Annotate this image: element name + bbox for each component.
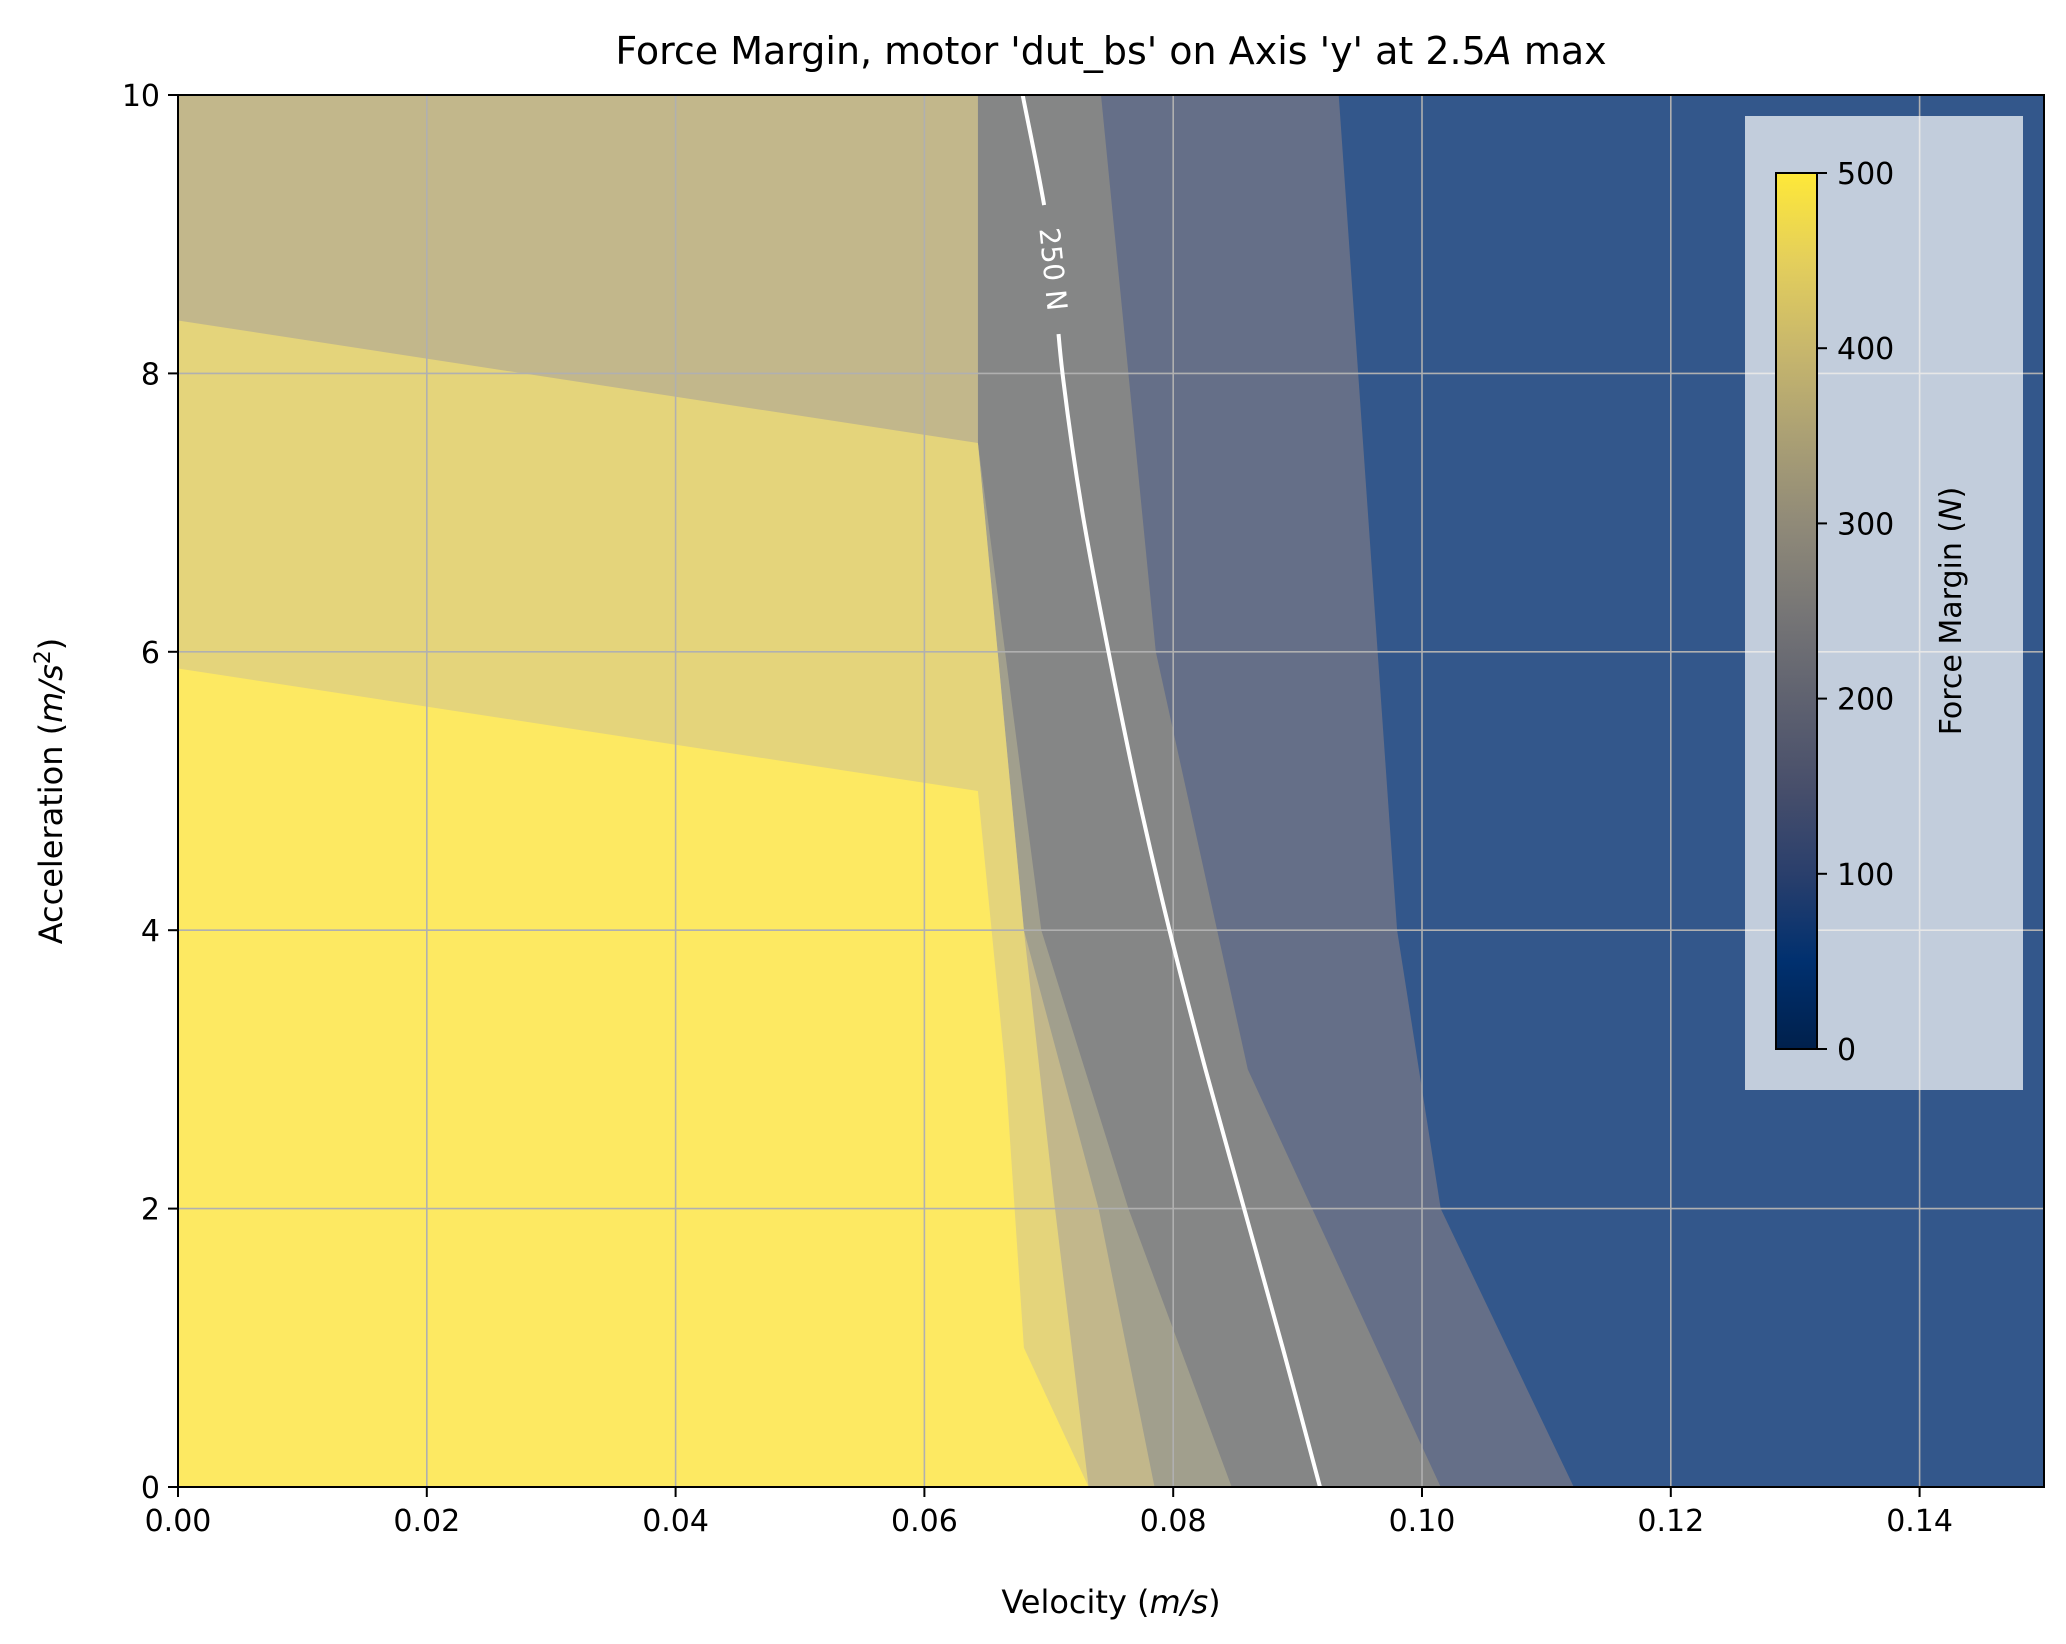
y-tick-label: 0 <box>141 1471 160 1506</box>
colorbar-label: Force Margin (N) <box>1934 487 1969 736</box>
x-tick-label: 0.14 <box>1886 1504 1953 1539</box>
x-tick-label: 0.00 <box>145 1504 212 1539</box>
y-axis-label: Acceleration (m/s2) <box>31 638 71 945</box>
plot-frame <box>177 94 2045 1488</box>
x-tick-label: 0.10 <box>1389 1504 1456 1539</box>
colorbar-ticks: 0 100 200 300 400 500 <box>1817 157 1894 1068</box>
contour-region-6 <box>178 95 1089 1487</box>
colorbar-tick-label: 300 <box>1837 507 1894 542</box>
colorbar-tick-label: 400 <box>1837 332 1894 367</box>
y-axis: 0 2 4 6 8 10 <box>122 79 178 1506</box>
chart-title: Force Margin, motor 'dut_bs' on Axis 'y'… <box>615 29 1606 73</box>
colorbar-tick-label: 500 <box>1837 157 1894 192</box>
y-tick-label: 6 <box>141 636 160 671</box>
x-tick-label: 0.04 <box>642 1504 709 1539</box>
x-tick-label: 0.06 <box>891 1504 958 1539</box>
colorbar-gradient <box>1775 172 1818 1050</box>
colorbar-tick-label: 200 <box>1837 683 1894 718</box>
contour-line-250 <box>1020 95 1322 1487</box>
x-tick-label: 0.08 <box>1140 1504 1207 1539</box>
x-tick-label: 0.02 <box>393 1504 460 1539</box>
y-tick-label: 10 <box>122 79 160 114</box>
plot-area: 250 N <box>178 95 2044 1487</box>
y-tick-label: 4 <box>141 914 160 949</box>
x-tick-label: 0.12 <box>1637 1504 1704 1539</box>
colorbar-inset: 0 100 200 300 400 500 Force Margin (N) <box>1745 116 2023 1090</box>
y-tick-label: 8 <box>141 357 160 392</box>
colorbar-tick-label: 100 <box>1837 858 1894 893</box>
y-tick-label: 2 <box>141 1193 160 1228</box>
contour-label: 250 N <box>1032 226 1073 312</box>
x-axis: 0.00 0.02 0.04 0.06 0.08 0.10 0.12 0.14 <box>145 1487 1953 1539</box>
colorbar-tick-label: 0 <box>1837 1033 1856 1068</box>
x-axis-label: Velocity (m/s) <box>1001 1583 1220 1621</box>
